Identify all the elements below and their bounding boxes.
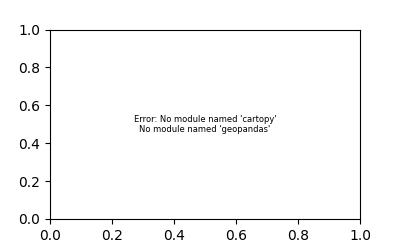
Text: Error: No module named 'cartopy'
No module named 'geopandas': Error: No module named 'cartopy' No modu… [134,115,276,134]
